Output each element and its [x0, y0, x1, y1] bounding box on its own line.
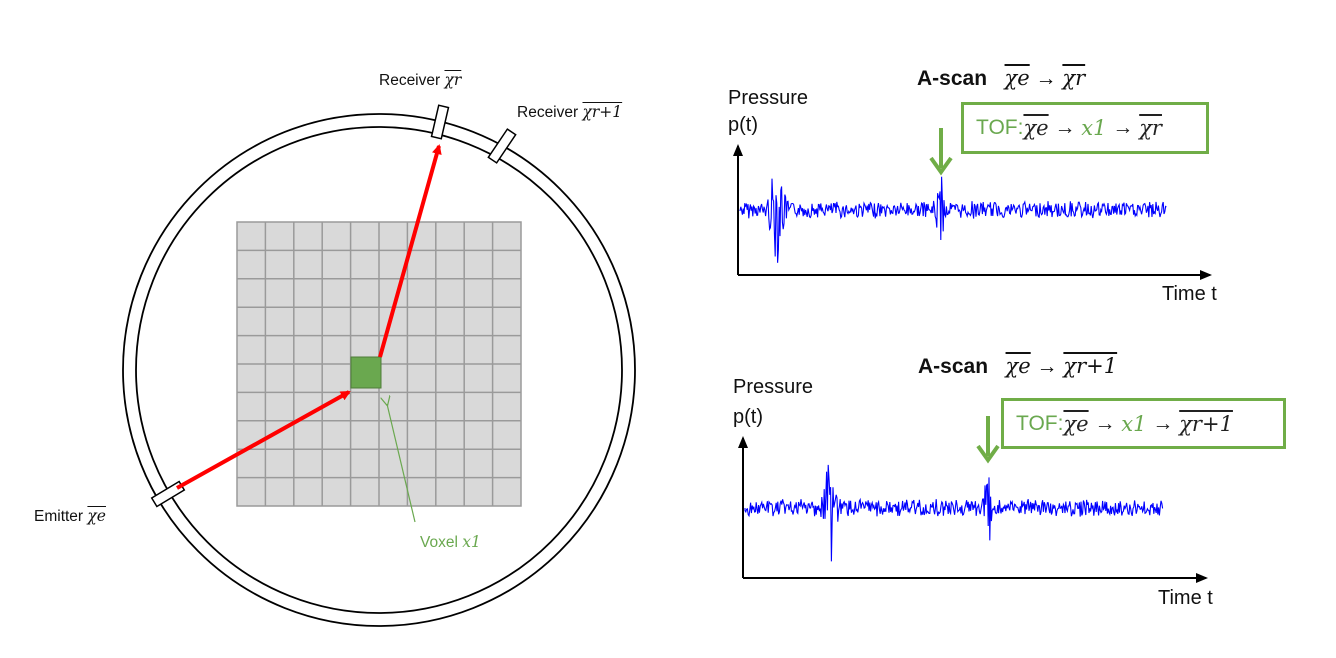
top-tof-arrow-2: →	[1112, 116, 1133, 140]
top-tof-to: χr	[1139, 116, 1162, 140]
bottom-tof-from: χe	[1063, 412, 1088, 436]
top-title-arrow: →	[1036, 67, 1057, 90]
top-scan-title: A-scan χe → χr	[917, 66, 1085, 91]
top-title-to: χr	[1062, 66, 1085, 90]
top-tof-arrow-1: →	[1054, 116, 1075, 140]
bottom-tof-prefix: TOF:	[1016, 412, 1063, 436]
bottom-y-label-1: Pressure	[733, 376, 813, 399]
receiver-r-label: Receiver χr	[379, 71, 461, 90]
bottom-signal-trace	[745, 465, 1163, 562]
bottom-tof-arrow-1: →	[1094, 412, 1115, 436]
receiver-r1-label: Receiver χr+1	[517, 103, 622, 122]
voxel-text: Voxel	[420, 534, 458, 551]
bottom-title-arrow: →	[1037, 355, 1058, 378]
emitter-label: Emitter χe	[34, 507, 106, 526]
top-y-label-2: p(t)	[728, 114, 758, 137]
voxel-symbol: x1	[462, 533, 481, 551]
top-title-text: A-scan	[917, 67, 987, 90]
top-signal-trace	[740, 177, 1166, 263]
bottom-title-to: χr+1	[1063, 354, 1117, 378]
top-tof-arrow	[931, 128, 951, 172]
bottom-scan-title: A-scan χe → χr+1	[918, 354, 1117, 379]
bottom-title-text: A-scan	[918, 355, 988, 378]
emitter-text: Emitter	[34, 508, 83, 525]
voxel-label: Voxel x1	[420, 533, 481, 552]
bottom-tof-box: TOF: χe → x1 → χr+1	[1001, 398, 1286, 449]
bottom-tof-to: χr+1	[1179, 412, 1233, 436]
receiver-r1-symbol: χr+1	[582, 103, 622, 121]
top-tof-voxel: x1	[1081, 116, 1106, 140]
voxel-x1	[351, 357, 381, 388]
receiver-r1-transducer	[488, 129, 515, 163]
top-x-label: Time t	[1162, 283, 1217, 306]
receiver-r-symbol: χr	[444, 71, 461, 89]
bottom-tof-arrow-2: →	[1152, 412, 1173, 436]
top-title-from: χe	[1005, 66, 1030, 90]
top-tof-prefix: TOF:	[976, 116, 1023, 140]
top-tof-from: χe	[1023, 116, 1048, 140]
bottom-x-label: Time t	[1158, 587, 1213, 610]
bottom-tof-voxel: x1	[1121, 412, 1146, 436]
receiver-r1-text: Receiver	[517, 104, 578, 121]
bottom-y-label-2: p(t)	[733, 406, 763, 429]
emitter-symbol: χe	[87, 507, 106, 525]
receiver-r-text: Receiver	[379, 72, 440, 89]
top-y-label-1: Pressure	[728, 87, 808, 110]
bottom-tof-arrow	[978, 416, 998, 460]
bottom-title-from: χe	[1006, 354, 1031, 378]
top-tof-box: TOF: χe → x1 → χr	[961, 102, 1209, 154]
